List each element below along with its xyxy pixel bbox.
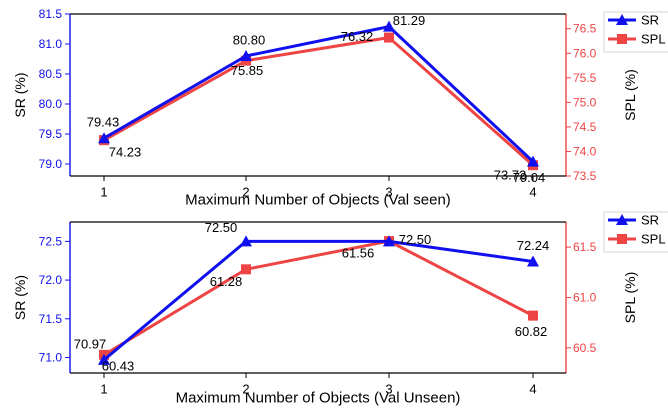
left-y-tick-label: 72.5 [39, 234, 63, 248]
x-tick-label: 3 [385, 185, 392, 200]
right-y-tick-label: 74.5 [573, 120, 597, 134]
x-axis-title: Maximum Number of Objects (Val seen) [185, 192, 451, 209]
sr-data-label: 72.50 [205, 220, 238, 235]
right-y-tick-label: 61.0 [573, 291, 597, 305]
chart-panel-2: 1 2 3 4 Maximum Number of Objects (Val Unsee… [12, 211, 668, 407]
spl-series-line [103, 239, 534, 357]
chart-panel-1: 1 2 3 4 Maximum Number of Objects (Val seen)… [12, 7, 668, 209]
legend-sr-marker [616, 214, 628, 225]
right-y-axis-title: SPL (%) [622, 69, 638, 121]
x-tick-label: 3 [385, 382, 392, 397]
left-y-tick-label: 80.5 [39, 67, 63, 81]
x-tick-label: 2 [242, 185, 249, 200]
right-y-tick-label: 75.5 [573, 71, 597, 85]
left-y-tick-label: 71.5 [39, 312, 63, 326]
x-tick-label: 4 [529, 185, 536, 200]
legend-sr-marker [616, 14, 628, 25]
sr-data-label: 70.97 [74, 336, 107, 351]
legend-spl-marker [617, 34, 627, 44]
right-y-axis-title: SPL (%) [622, 272, 638, 324]
x-tick-label: 1 [100, 185, 107, 200]
legend-sr-label: SR [641, 13, 659, 28]
spl-point-marker [528, 310, 538, 321]
sr-point-marker [240, 235, 252, 247]
x-tick-label: 1 [100, 382, 107, 397]
spl-data-label: 60.82 [515, 324, 548, 339]
sr-data-label: 72.50 [399, 232, 432, 247]
spl-data-label: 73.72 [494, 168, 527, 183]
spl-data-label: 76.32 [341, 29, 374, 44]
sr-data-label: 81.29 [393, 13, 426, 28]
right-y-tick-label: 60.5 [573, 341, 597, 355]
spl-data-label: 75.85 [231, 63, 264, 78]
spl-data-label: 61.56 [342, 246, 375, 261]
left-y-axis-title: SR (%) [12, 275, 28, 320]
left-y-axis-title: SR (%) [12, 72, 28, 117]
sr-point-marker [383, 20, 395, 32]
spl-data-label: 61.28 [210, 274, 243, 289]
left-y-tick-label: 81.5 [39, 7, 63, 21]
left-y-tick-label: 80.0 [39, 97, 63, 111]
right-y-tick-label: 75.0 [573, 95, 597, 109]
legend-sr-label: SR [641, 213, 659, 228]
spl-point-marker [384, 32, 394, 43]
right-y-tick-label: 76.0 [573, 46, 597, 60]
right-y-tick-label: 76.5 [573, 22, 597, 36]
sr-series-line [103, 239, 534, 361]
left-y-tick-label: 72.0 [39, 273, 63, 287]
sr-data-label: 79.04 [513, 170, 546, 185]
spl-point-marker [241, 264, 251, 275]
x-axis-title: Maximum Number of Objects (Val Unseen) [176, 390, 461, 407]
left-y-tick-label: 81.0 [39, 37, 63, 51]
left-y-tick-label: 79.5 [39, 127, 63, 141]
sr-series-line [103, 25, 535, 163]
sr-point-marker [98, 132, 110, 144]
sr-point-marker [527, 255, 539, 267]
x-tick-label: 4 [529, 382, 536, 397]
left-y-tick-label: 79.0 [39, 157, 63, 171]
sr-data-label: 80.80 [233, 33, 266, 48]
spl-data-label: 60.43 [102, 358, 135, 373]
sr-point-marker [527, 155, 539, 167]
x-tick-label: 2 [242, 382, 249, 397]
spl-data-label: 74.23 [109, 145, 142, 160]
sr-data-label: 79.43 [87, 115, 120, 130]
sr-point-marker [98, 353, 110, 365]
sr-data-label: 72.24 [517, 238, 550, 253]
right-y-tick-label: 73.5 [573, 169, 597, 183]
legend-spl-label: SPL [641, 232, 666, 247]
right-y-tick-label: 61.5 [573, 240, 597, 254]
legend-spl-label: SPL [641, 32, 666, 47]
left-y-tick-label: 71.0 [39, 351, 63, 365]
right-y-tick-label: 74.0 [573, 144, 597, 158]
sr-point-marker [383, 235, 395, 247]
legend-spl-marker [617, 234, 627, 244]
spl-series-line [103, 36, 534, 167]
sr-point-marker [240, 50, 252, 61]
